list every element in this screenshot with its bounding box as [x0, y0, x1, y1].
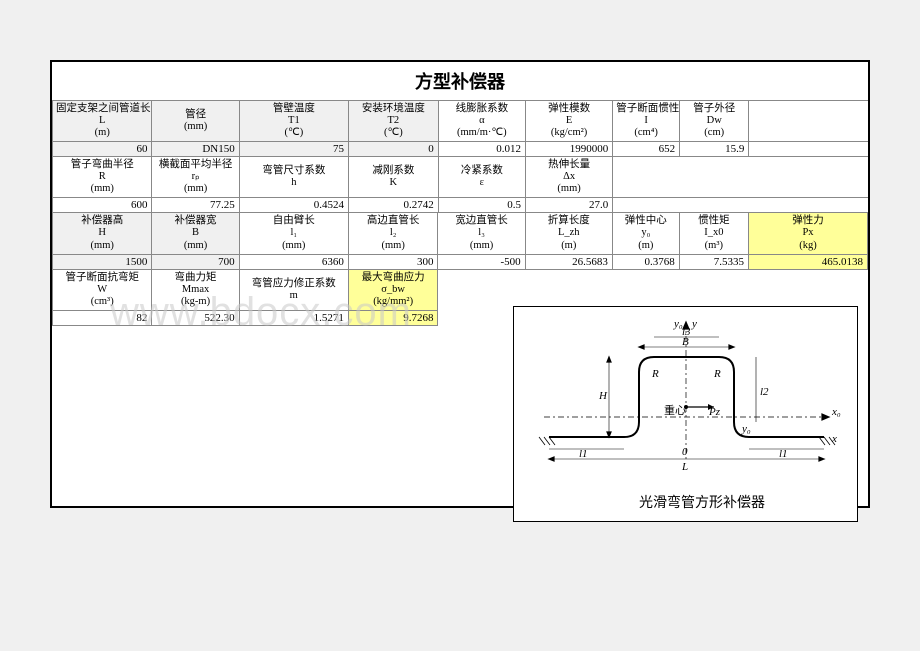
hdr-dia: 管径(mm) — [152, 101, 239, 142]
val-dx: 27.0 — [525, 198, 612, 213]
hdr-h: 弯管尺寸系数h — [239, 157, 348, 198]
svg-text:L: L — [681, 461, 688, 473]
hdr-W: 管子断面抗弯矩W(cm³) — [53, 269, 152, 310]
val-R: 600 — [53, 198, 152, 213]
val-K: 0.2742 — [349, 198, 439, 213]
svg-text:R: R — [651, 368, 659, 380]
hdr-rp: 横截面平均半径rₚ(mm) — [152, 157, 239, 198]
val-sigma: 9.7268 — [348, 310, 438, 325]
diagram-svg: R R y y₀ x₀ x B l3 — [514, 307, 859, 523]
hdr-L: 固定支架之间管道长度L(m) — [53, 101, 152, 142]
data-table: 固定支架之间管道长度L(m) 管径(mm) 管壁温度T1(℃) 安装环境温度T2… — [52, 101, 868, 213]
hdr-Dw: 管子外径Dw(cm) — [680, 101, 749, 142]
compensator-diagram: R R y y₀ x₀ x B l3 — [513, 306, 858, 522]
val-h: 0.4524 — [239, 198, 348, 213]
val-y0: 0.3768 — [612, 254, 679, 269]
sheet-title: 方型补偿器 — [52, 62, 868, 101]
empty-cell — [749, 101, 868, 142]
val-H: 1500 — [53, 254, 152, 269]
hdr-alpha: 线膨胀系数α(mm/m·℃) — [438, 101, 525, 142]
hdr-K: 减刚系数K — [349, 157, 439, 198]
svg-text:l2: l2 — [760, 386, 769, 398]
hdr-l3: 宽边直管长l₃(mm) — [438, 213, 525, 254]
svg-text:光滑弯管方形补偿器: 光滑弯管方形补偿器 — [639, 494, 765, 511]
hdr-dx: 热伸长量Δx(mm) — [525, 157, 612, 198]
hdr-Ix0: 惯性矩I_x0(m³) — [679, 213, 748, 254]
val-l2: 300 — [348, 254, 438, 269]
hdr-Lzh: 折算长度L_zh(m) — [525, 213, 612, 254]
svg-text:y₀: y₀ — [741, 423, 751, 435]
svg-text:R: R — [713, 368, 721, 380]
val-dia: DN150 — [152, 142, 239, 157]
val-W: 82 — [53, 310, 152, 325]
empty-cell — [613, 157, 868, 198]
hdr-Mmax: 弯曲力矩Mmax(kg-m) — [152, 269, 239, 310]
val-Dw: 15.9 — [680, 142, 749, 157]
svg-text:x: x — [831, 433, 837, 445]
svg-text:H: H — [598, 390, 608, 402]
empty-cell — [613, 198, 868, 213]
svg-text:l1: l1 — [579, 448, 588, 460]
hdr-H: 补偿器高H(mm) — [53, 213, 152, 254]
val-T1: 75 — [239, 142, 348, 157]
svg-text:重心: 重心 — [664, 403, 686, 417]
val-Lzh: 26.5683 — [525, 254, 612, 269]
val-l3: -500 — [438, 254, 525, 269]
hdr-T1: 管壁温度T1(℃) — [239, 101, 348, 142]
val-eps: 0.5 — [438, 198, 525, 213]
hdr-T2: 安装环境温度T2(℃) — [349, 101, 439, 142]
val-Ix0: 7.5335 — [679, 254, 748, 269]
val-rp: 77.25 — [152, 198, 239, 213]
hdr-sigma: 最大弯曲应力σ_bw(kg/mm²) — [348, 269, 438, 310]
val-L: 60 — [53, 142, 152, 157]
val-Mmax: 522.30 — [152, 310, 239, 325]
val-I: 652 — [613, 142, 680, 157]
hdr-l2: 高边直管长l₂(mm) — [348, 213, 438, 254]
empty-cell — [749, 142, 868, 157]
svg-text:l1: l1 — [779, 448, 788, 460]
hdr-R: 管子弯曲半径R(mm) — [53, 157, 152, 198]
val-alpha: 0.012 — [438, 142, 525, 157]
hdr-l1: 自由臂长l₁(mm) — [239, 213, 348, 254]
svg-text:0: 0 — [682, 446, 688, 458]
svg-text:l3: l3 — [682, 326, 691, 338]
hdr-E: 弹性模数E(kg/cm²) — [525, 101, 612, 142]
val-E: 1990000 — [525, 142, 612, 157]
val-B: 700 — [152, 254, 239, 269]
val-Px: 465.0138 — [748, 254, 867, 269]
svg-text:x₀: x₀ — [831, 406, 841, 418]
hdr-m: 弯管应力修正系数m — [239, 269, 348, 310]
hdr-B: 补偿器宽B(mm) — [152, 213, 239, 254]
hdr-I: 管子断面惯性矩I(cm⁴) — [613, 101, 680, 142]
calculation-sheet: 方型补偿器 固定支架之间管道长度L(m) 管径(mm) 管壁温度T1(℃) 安装… — [50, 60, 870, 508]
empty-cell — [438, 269, 868, 310]
svg-text:y: y — [691, 318, 697, 330]
val-l1: 6360 — [239, 254, 348, 269]
val-T2: 0 — [349, 142, 439, 157]
hdr-eps: 冷紧系数ε — [438, 157, 525, 198]
hdr-y0: 弹性中心y₀(m) — [612, 213, 679, 254]
hdr-Px: 弹性力Px(kg) — [748, 213, 867, 254]
val-m: 1.5271 — [239, 310, 348, 325]
